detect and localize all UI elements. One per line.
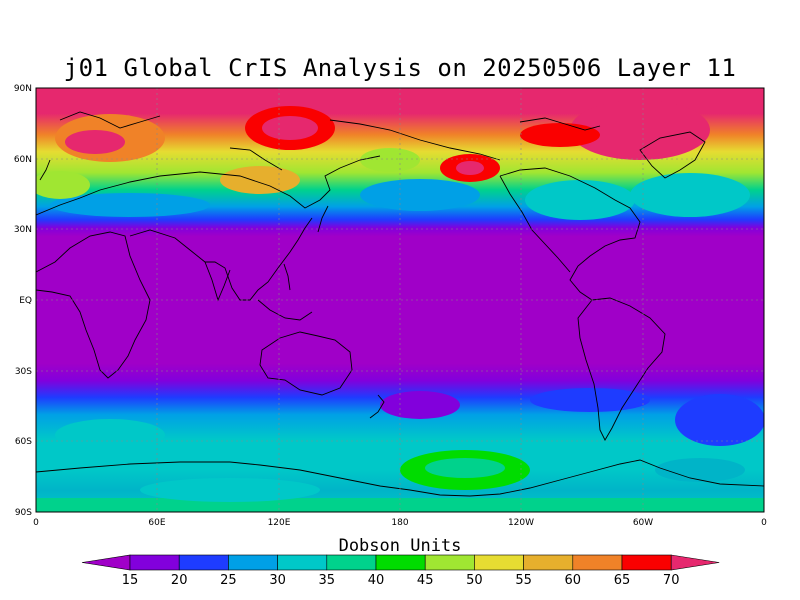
map-title: j01 Global CrIS Analysis on 20250506 Lay… (63, 54, 737, 82)
y-tick-label: 30N (14, 225, 32, 235)
colorbar-tick-label: 45 (417, 573, 434, 588)
colorbar-tick-label: 70 (663, 573, 680, 588)
colorbar-box (572, 554, 623, 571)
map-grid (36, 88, 764, 512)
colorbar-tick-labels: 15 20 25 30 35 40 45 50 55 60 65 70 (122, 573, 680, 588)
y-axis-labels: 90N 60N 30N EQ 30S 60S 90S (14, 84, 32, 518)
x-tick-label: 0 (761, 518, 767, 528)
x-tick-label: 60W (633, 518, 653, 528)
colorbar-right-arrow (670, 554, 720, 571)
x-tick-label: 120E (268, 518, 291, 528)
colorbar-boxes (81, 554, 720, 571)
x-axis-labels: 0 60E 120E 180 120W 60W 0 (33, 518, 767, 528)
x-tick-label: 0 (33, 518, 39, 528)
colorbar-box (277, 554, 328, 571)
colorbar-box (474, 554, 524, 571)
colorbar-tick-label: 55 (515, 573, 532, 588)
colorbar-tick-label: 15 (122, 573, 139, 588)
colorbar-tick-label: 30 (269, 573, 286, 588)
colorbar-label: Dobson Units (338, 536, 462, 556)
colorbar-box (326, 554, 377, 571)
colorbar-box (375, 554, 426, 571)
field-patches (36, 100, 764, 512)
y-tick-label: EQ (19, 296, 32, 306)
colorbar-left-arrow (81, 554, 131, 571)
colorbar-box (129, 554, 180, 571)
y-tick-label: 60S (15, 437, 32, 447)
colorbar-tick-label: 25 (220, 573, 237, 588)
colorbar-box (523, 554, 574, 571)
map-frame (35, 87, 765, 513)
colorbar-box (178, 554, 229, 571)
x-tick-label: 120W (508, 518, 534, 528)
y-tick-label: 90N (14, 84, 32, 94)
colorbar-tick-label: 65 (614, 573, 631, 588)
colorbar-tick-label: 50 (466, 573, 483, 588)
colorbar-tick-label: 60 (565, 573, 582, 588)
y-tick-label: 90S (15, 508, 32, 518)
colorbar-box (424, 554, 475, 571)
y-tick-label: 30S (15, 367, 32, 377)
colorbar-tick-label: 20 (171, 573, 188, 588)
x-tick-label: 60E (148, 518, 165, 528)
coastlines (36, 111, 764, 497)
x-tick-label: 180 (391, 518, 408, 528)
y-tick-label: 60N (14, 155, 32, 165)
colorbar-tick-label: 40 (368, 573, 385, 588)
ozone-map: 90N 60N 30N EQ 30S 60S 90S 0 60E 120E 18… (14, 84, 767, 528)
colorbar-tick-label: 35 (319, 573, 336, 588)
colorbar-box (228, 554, 278, 571)
colorbar-box (621, 554, 672, 571)
